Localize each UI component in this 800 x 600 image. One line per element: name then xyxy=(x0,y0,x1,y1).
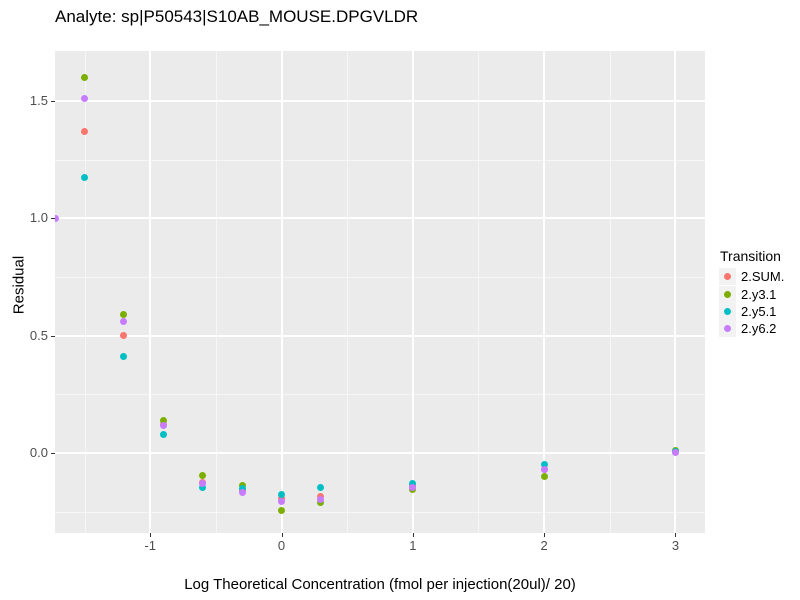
x-axis-tick xyxy=(150,533,152,537)
data-point xyxy=(199,471,207,479)
data-point xyxy=(238,484,246,492)
data-point xyxy=(540,472,548,480)
data-point xyxy=(120,332,128,340)
gridline-major-horizontal xyxy=(55,451,705,454)
legend-key xyxy=(719,268,736,286)
gridline-minor-vertical xyxy=(478,51,480,533)
legend-item: 2.SUM. xyxy=(719,268,785,286)
legend-title: Transition xyxy=(720,248,781,264)
data-point xyxy=(199,479,207,487)
data-point xyxy=(671,448,679,456)
data-point xyxy=(120,353,128,361)
data-point xyxy=(159,430,167,438)
legend-item-label: 2.y6.2 xyxy=(741,321,777,337)
data-point xyxy=(409,479,417,487)
x-axis-tick xyxy=(412,533,414,537)
plot-panel xyxy=(55,51,705,533)
legend-item: 2.y5.1 xyxy=(719,302,784,320)
gridline-major-horizontal xyxy=(55,217,705,220)
data-point xyxy=(317,483,325,491)
x-axis-tick-label: 2 xyxy=(540,538,548,553)
x-axis-tick-label: 1 xyxy=(409,538,417,553)
data-point xyxy=(55,214,59,222)
y-axis-tick xyxy=(51,100,55,102)
legend: Transition 2.SUM. 2.y3.1 2.y5.1 2.y6.2 xyxy=(719,248,784,338)
x-axis-tick xyxy=(675,533,677,537)
legend-item-label: 2.SUM. xyxy=(741,269,785,285)
gridline-minor-vertical xyxy=(609,51,611,533)
y-axis-tick-label: 0.0 xyxy=(29,444,48,460)
gridline-minor-vertical xyxy=(84,51,86,533)
data-point xyxy=(199,484,207,492)
y-axis-title: Residual xyxy=(10,255,28,315)
gridline-major-vertical xyxy=(543,51,546,533)
y-axis-tick-label: 0.5 xyxy=(29,327,48,343)
x-axis-tick xyxy=(281,533,283,537)
gridline-major-vertical xyxy=(674,51,677,533)
gridline-major-horizontal xyxy=(55,99,705,102)
gridline-minor-vertical xyxy=(215,51,217,533)
data-point xyxy=(278,506,285,514)
y-axis-tick-label: 1.5 xyxy=(29,92,48,108)
data-point xyxy=(159,416,167,424)
data-point xyxy=(317,496,325,504)
y-axis-tick xyxy=(51,452,55,454)
gridline-major-horizontal xyxy=(55,334,705,337)
gridline-minor-horizontal xyxy=(55,394,705,396)
data-point xyxy=(540,461,548,469)
x-axis-title: Log Theoretical Concentration (fmol per … xyxy=(184,576,576,593)
legend-item: 2.y3.1 xyxy=(719,285,784,303)
data-point xyxy=(81,74,89,82)
legend-point-icon xyxy=(724,325,731,333)
gridline-major-vertical xyxy=(149,51,152,533)
x-axis-tick-label: 3 xyxy=(671,538,680,553)
x-axis-tick xyxy=(544,533,546,537)
legend-key xyxy=(719,302,736,320)
gridline-major-vertical xyxy=(280,51,283,533)
data-point xyxy=(238,489,246,497)
data-point xyxy=(278,490,285,498)
gridline-minor-horizontal xyxy=(55,511,705,513)
legend-point-icon xyxy=(724,273,731,281)
y-axis-tick-label: 1.0 xyxy=(29,210,48,226)
data-point xyxy=(278,497,285,505)
data-point xyxy=(120,311,128,319)
y-axis-tick xyxy=(51,335,55,337)
gridline-major-vertical xyxy=(411,51,414,533)
plot-title: Analyte: sp|P50543|S10AB_MOUSE.DPGVLDR xyxy=(55,7,419,26)
legend-item-label: 2.y5.1 xyxy=(741,303,777,319)
gridline-minor-horizontal xyxy=(55,159,705,161)
legend-item-label: 2.y3.1 xyxy=(741,286,777,302)
legend-point-icon xyxy=(724,307,731,315)
data-point xyxy=(81,173,89,181)
y-axis-tick xyxy=(51,218,55,220)
gridline-minor-horizontal xyxy=(55,276,705,278)
data-point xyxy=(120,318,128,326)
x-axis-tick-label: 0 xyxy=(277,538,286,553)
data-point xyxy=(159,422,167,430)
data-point xyxy=(317,492,325,500)
legend-key xyxy=(719,320,736,338)
legend-point-icon xyxy=(724,290,731,298)
data-point xyxy=(409,483,417,491)
data-point xyxy=(81,127,89,135)
x-axis-tick-label: -1 xyxy=(144,538,156,553)
gridline-minor-vertical xyxy=(347,51,349,533)
legend-item: 2.y6.2 xyxy=(719,320,784,338)
legend-key xyxy=(719,285,736,303)
legend-items: 2.SUM. 2.y3.1 2.y5.1 2.y6.2 xyxy=(719,268,784,338)
data-point xyxy=(540,465,548,473)
data-point xyxy=(81,95,89,103)
